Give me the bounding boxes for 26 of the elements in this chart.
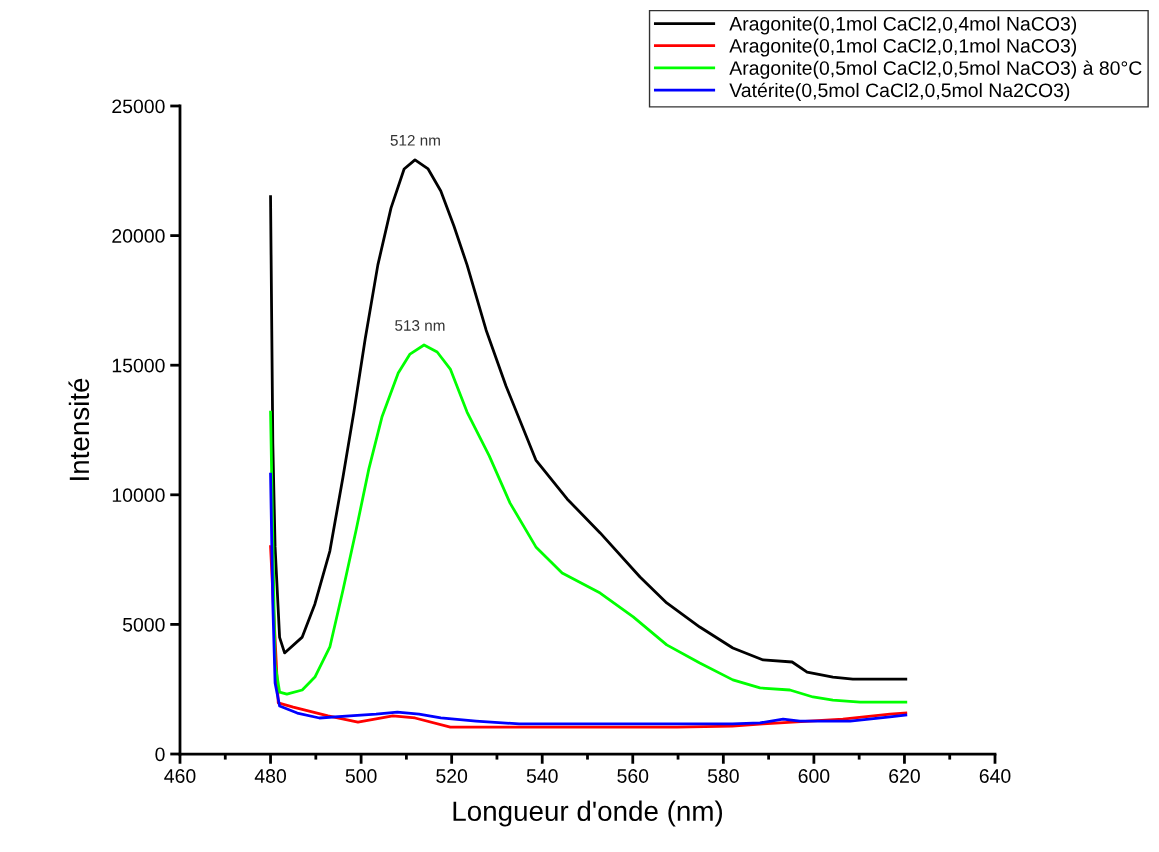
y-tick-label: 15000 bbox=[112, 358, 165, 373]
legend-label: Aragonite(0,1mol CaCl2,0,4mol NaCO3) bbox=[729, 16, 1077, 35]
annotation: 512 nm bbox=[390, 134, 440, 146]
legend-label: Vatérite(0,5mol CaCl2,0,5mol Na2CO3) bbox=[729, 82, 1070, 102]
legend-label: Aragonite(0,5mol CaCl2,0,5mol NaCO3) à 80°C bbox=[729, 60, 1142, 79]
x-tick-label: 560 bbox=[617, 769, 649, 783]
y-tick-label: 0 bbox=[155, 747, 165, 762]
x-tick-label: 480 bbox=[254, 769, 287, 783]
x-tick-label: 500 bbox=[345, 769, 377, 783]
y-tick-label: 20000 bbox=[112, 229, 165, 243]
y-tick-label: 25000 bbox=[112, 99, 165, 114]
x-tick-label: 540 bbox=[526, 769, 558, 783]
x-tick-label: 640 bbox=[979, 769, 1011, 783]
x-tick-label: 520 bbox=[436, 769, 468, 783]
x-tick-label: 460 bbox=[164, 769, 196, 783]
x-tick-label: 600 bbox=[798, 769, 830, 783]
line-series bbox=[269, 472, 908, 726]
line-series bbox=[269, 158, 908, 681]
x-axis-title: Longueur d'onde (nm) bbox=[453, 800, 723, 827]
x-tick-label: 620 bbox=[889, 769, 920, 783]
x-tick-label: 580 bbox=[707, 769, 739, 783]
y-tick-label: 10000 bbox=[112, 488, 165, 503]
y-tick-label: 5000 bbox=[122, 617, 165, 632]
y-axis-title: Intensité bbox=[68, 378, 90, 480]
annotation: 513 nm bbox=[395, 320, 445, 331]
legend-label: Aragonite(0,1mol CaCl2,0,1mol NaCO3) bbox=[729, 38, 1077, 57]
